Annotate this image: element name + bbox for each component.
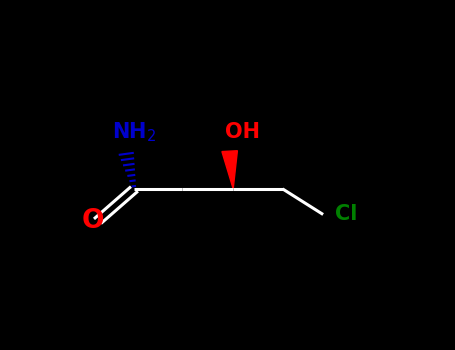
Text: NH$_2$: NH$_2$ [112,120,157,144]
Text: Cl: Cl [335,204,357,224]
Polygon shape [222,151,238,189]
Text: OH: OH [224,122,259,142]
Text: O: O [82,208,105,234]
